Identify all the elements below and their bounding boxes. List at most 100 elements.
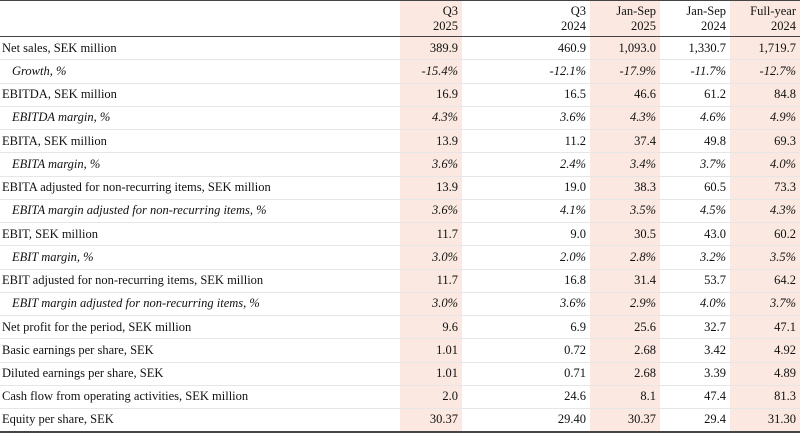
header-line: 2025 [631,18,656,33]
cell-value: 0.72 [462,338,590,363]
cell-value: 9.0 [462,222,590,247]
cell-value: 46.6 [590,83,660,107]
cell-value: 30.37 [400,408,462,433]
row-label: EBIT adjusted for non-recurring items, S… [0,269,400,293]
cell-value: 4.5% [660,199,730,224]
cell-value: 3.6% [462,106,590,131]
cell-value: 2.9% [590,292,660,317]
cell-value: 11.7 [400,222,462,247]
table-body: Net sales, SEK million 389.9 460.9 1,093.0 1… [0,36,800,433]
cell-value: 37.4 [590,129,660,154]
cell-value: 84.8 [730,83,800,107]
table-row: EBIT margin, % 3.0% 2.0% 2.8% 3.2% 3.5% [0,245,800,270]
cell-value: 60.5 [660,176,730,200]
cell-value: 16.8 [462,269,590,293]
cell-value: -11.7% [660,59,730,84]
table-row: Diluted earnings per share, SEK 1.01 0.71 2… [0,362,800,386]
cell-value: 4.3% [730,199,800,224]
cell-value: -17.9% [590,59,660,84]
cell-value: 2.0 [400,385,462,410]
header-row: Q3 2025 Q3 2024 Jan-Sep 2025 Jan-Sep 2024 Full-y… [0,0,800,37]
table-row: EBIT, SEK million 11.7 9.0 30.5 43.0 60.2 [0,222,800,247]
cell-value: 2.4% [462,152,590,177]
cell-value: 38.3 [590,176,660,200]
cell-value: 30.37 [590,408,660,433]
row-label: Net sales, SEK million [0,36,400,61]
cell-value: 43.0 [660,222,730,247]
row-label: EBIT margin, % [0,245,400,270]
table-row: EBITA, SEK million 13.9 11.2 37.4 49.8 69.3 [0,129,800,154]
header-line: Jan-Sep [686,3,726,18]
cell-value: 3.6% [400,152,462,177]
cell-value: 1,093.0 [590,36,660,61]
cell-value: 1.01 [400,338,462,363]
cell-value: 24.6 [462,385,590,410]
cell-value: 69.3 [730,129,800,154]
table-row: EBIT adjusted for non-recurring items, S… [0,269,800,293]
cell-value: 3.7% [730,292,800,317]
row-label: Growth, % [0,59,400,84]
cell-value: 13.9 [400,129,462,154]
table-row: EBITDA, SEK million 16.9 16.5 46.6 61.2 84.8 [0,83,800,107]
cell-value: 3.2% [660,245,730,270]
column-header: Q3 2024 [462,0,590,37]
table-row: Equity per share, SEK 30.37 29.40 30.37 29.4… [0,408,800,433]
cell-value: 9.6 [400,315,462,340]
cell-value: 32.7 [660,315,730,340]
header-line: 2025 [433,18,458,33]
header-line: Jan-Sep [616,3,656,18]
cell-value: 4.89 [730,362,800,386]
cell-value: 47.1 [730,315,800,340]
cell-value: 460.9 [462,36,590,61]
cell-value: 30.5 [590,222,660,247]
row-label: Basic earnings per share, SEK [0,338,400,363]
cell-value: 3.6% [462,292,590,317]
column-header: Full-year 2024 [730,0,800,37]
cell-value: 2.8% [590,245,660,270]
header-line: 2024 [561,18,586,33]
table-row: Net profit for the period, SEK million 9.… [0,315,800,340]
cell-value: -12.1% [462,59,590,84]
row-label: EBIT, SEK million [0,222,400,247]
header-line: 2024 [701,18,726,33]
table-row: Basic earnings per share, SEK 1.01 0.72 2.6… [0,338,800,363]
cell-value: -15.4% [400,59,462,84]
cell-value: 73.3 [730,176,800,200]
cell-value: 3.7% [660,152,730,177]
cell-value: 3.5% [590,199,660,224]
cell-value: 4.0% [660,292,730,317]
cell-value: 29.40 [462,408,590,433]
cell-value: 1,719.7 [730,36,800,61]
cell-value: 16.9 [400,83,462,107]
cell-value: 4.92 [730,338,800,363]
cell-value: 4.3% [400,106,462,131]
cell-value: 389.9 [400,36,462,61]
table-row: EBITA adjusted for non-recurring items, … [0,176,800,200]
column-header: Jan-Sep 2025 [590,0,660,37]
cell-value: 11.2 [462,129,590,154]
cell-value: 29.4 [660,408,730,433]
cell-value: 8.1 [590,385,660,410]
header-line: Full-year [750,3,796,18]
table-row: EBITDA margin, % 4.3% 3.6% 4.3% 4.6% 4.9% [0,106,800,131]
cell-value: 4.0% [730,152,800,177]
row-label: Net profit for the period, SEK million [0,315,400,340]
table-row: EBIT margin adjusted for non-recurring i… [0,292,800,317]
cell-value: 4.1% [462,199,590,224]
cell-value: 31.4 [590,269,660,293]
cell-value: 3.0% [400,245,462,270]
cell-value: 49.8 [660,129,730,154]
cell-value: 53.7 [660,269,730,293]
cell-value: 11.7 [400,269,462,293]
cell-value: 31.30 [730,408,800,433]
cell-value: 1,330.7 [660,36,730,61]
cell-value: 61.2 [660,83,730,107]
column-header: Q3 2025 [400,0,462,37]
cell-value: 2.68 [590,338,660,363]
cell-value: 1.01 [400,362,462,386]
cell-value: 0.71 [462,362,590,386]
table-row: EBITA margin adjusted for non-recurring … [0,199,800,224]
table-row: EBITA margin, % 3.6% 2.4% 3.4% 3.7% 4.0% [0,152,800,177]
